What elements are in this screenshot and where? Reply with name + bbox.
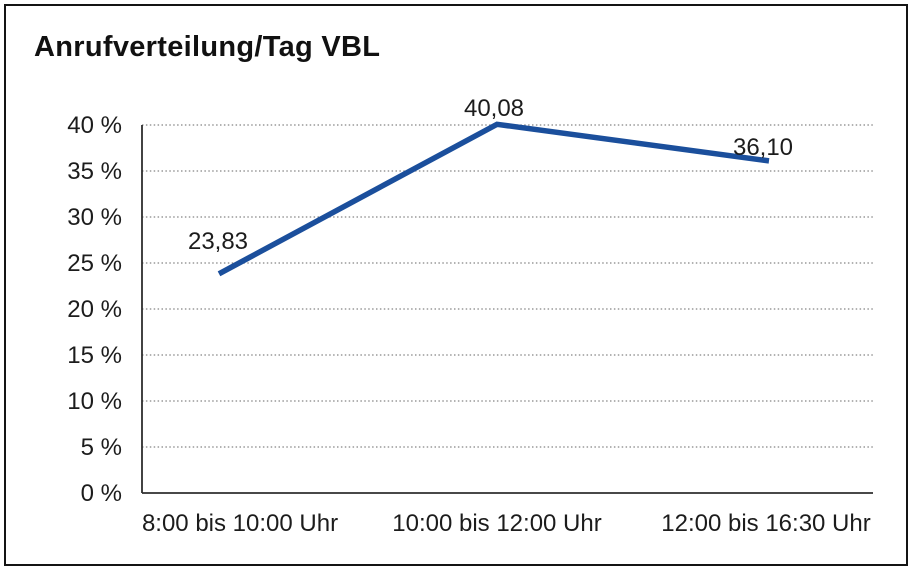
data-line bbox=[217, 121, 770, 277]
chart-title: Anrufverteilung/Tag VBL bbox=[34, 31, 381, 63]
y-tick-label: 35 % bbox=[67, 158, 122, 185]
data-label: 40,08 bbox=[464, 95, 524, 122]
y-tick-label: 20 % bbox=[67, 296, 122, 323]
y-tick-label: 25 % bbox=[67, 250, 122, 277]
data-label: 36,10 bbox=[733, 134, 793, 161]
y-tick-label: 5 % bbox=[81, 434, 122, 461]
y-tick-label: 40 % bbox=[67, 112, 122, 139]
x-tick-label: 8:00 bis 10:00 Uhr bbox=[142, 510, 338, 537]
y-tick-label: 0 % bbox=[81, 480, 122, 507]
data-label: 23,83 bbox=[188, 228, 248, 255]
y-tick-label: 10 % bbox=[67, 388, 122, 415]
y-tick-label: 30 % bbox=[67, 204, 122, 231]
x-tick-label: 10:00 bis 12:00 Uhr bbox=[392, 510, 601, 537]
x-tick-label: 12:00 bis 16:30 Uhr bbox=[661, 510, 870, 537]
y-tick-label: 15 % bbox=[67, 342, 122, 369]
